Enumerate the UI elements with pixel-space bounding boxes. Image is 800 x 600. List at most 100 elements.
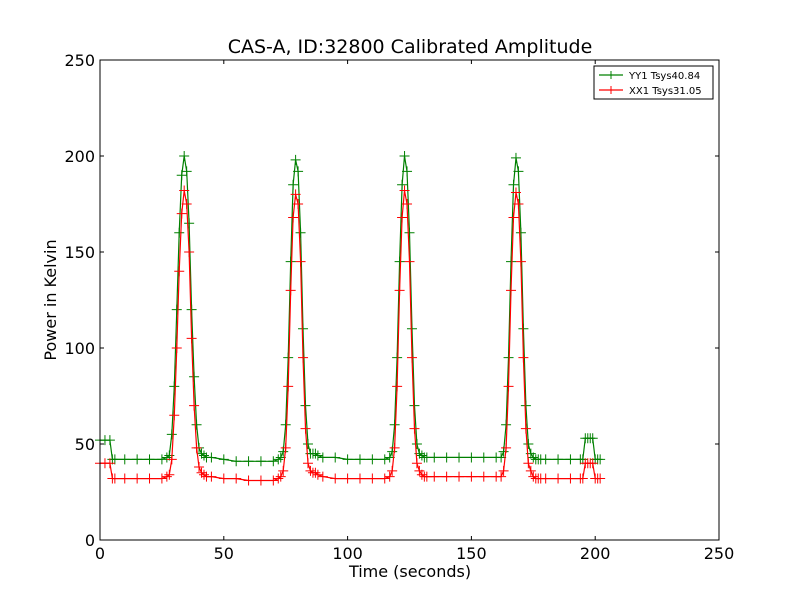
data-point [392, 352, 403, 363]
data-point [206, 452, 217, 463]
data-point [392, 381, 403, 392]
data-point [305, 465, 316, 476]
data-point [194, 462, 205, 473]
data-point [397, 179, 408, 190]
data-point [206, 471, 217, 482]
data-point [283, 352, 294, 363]
data-point [104, 435, 115, 446]
data-point [389, 419, 400, 430]
data-point [310, 448, 321, 459]
data-point [285, 285, 296, 296]
data-point [540, 454, 551, 465]
data-point [255, 475, 266, 486]
data-point [402, 166, 413, 177]
data-point [166, 429, 177, 440]
x-tick-label: 0 [95, 544, 105, 563]
y-tick-label: 0 [85, 531, 95, 550]
data-point [302, 439, 313, 449]
data-point [367, 454, 378, 465]
data-point [478, 471, 489, 482]
data-point [161, 452, 172, 463]
data-point [268, 475, 279, 486]
data-point [406, 323, 417, 334]
data-point [387, 446, 398, 457]
data-point [278, 446, 289, 457]
data-point [506, 256, 517, 267]
x-axis-label: Time (seconds) [348, 562, 471, 581]
legend-box [593, 65, 714, 100]
data-point [231, 456, 242, 467]
data-point [132, 473, 143, 484]
data-point [300, 423, 311, 434]
data-point [312, 469, 323, 480]
data-point [342, 473, 353, 484]
data-point [384, 471, 395, 482]
data-point [503, 381, 514, 392]
data-point [342, 454, 353, 465]
data-point [191, 419, 202, 430]
data-point [231, 473, 242, 484]
data-point [367, 473, 378, 484]
data-point [414, 465, 425, 476]
data-point [520, 400, 531, 411]
data-point [196, 467, 207, 478]
data-point [330, 452, 341, 463]
chart-title: CAS-A, ID:32800 Calibrated Amplitude [228, 36, 593, 58]
data-point [280, 419, 291, 430]
data-point [466, 452, 477, 463]
data-point [528, 452, 539, 463]
data-point [404, 256, 415, 267]
x-tick-label: 250 [704, 544, 735, 563]
data-point [411, 439, 422, 449]
data-point [290, 154, 301, 165]
data-point [171, 343, 182, 353]
data-point [478, 452, 489, 463]
data-point [394, 256, 405, 267]
data-point [379, 454, 390, 465]
data-point [402, 199, 413, 209]
data-point [515, 227, 526, 238]
data-point [174, 266, 185, 277]
data-point [169, 410, 180, 421]
data-point [273, 454, 284, 465]
data-point [513, 199, 524, 209]
plot-frame [99, 59, 720, 541]
series-line-0 [100, 155, 601, 462]
data-point [156, 473, 167, 484]
data-point [293, 166, 304, 177]
data-point [510, 152, 521, 163]
x-tick-label: 100 [332, 544, 363, 563]
data-point [513, 166, 524, 177]
data-point [510, 187, 521, 198]
data-point [394, 285, 405, 296]
y-axis-label: Power in Kelvin [41, 239, 60, 360]
data-point [243, 475, 254, 486]
data-point [317, 452, 328, 463]
data-point [166, 454, 177, 465]
data-point [577, 473, 588, 484]
data-point [553, 454, 564, 465]
data-point [387, 465, 398, 476]
y-tick-label: 200 [64, 147, 95, 166]
data-point [577, 454, 588, 465]
data-point [243, 456, 254, 467]
data-point [508, 212, 519, 223]
data-point [218, 473, 229, 484]
data-point [285, 256, 296, 267]
data-point [144, 454, 155, 465]
plot-area [95, 151, 606, 486]
data-point [290, 189, 301, 200]
data-point [518, 352, 529, 363]
data-point [174, 227, 185, 238]
data-point [501, 419, 512, 430]
data-point [302, 458, 313, 469]
data-point [406, 352, 417, 363]
data-point [565, 473, 576, 484]
data-point [273, 473, 284, 484]
data-point [466, 471, 477, 482]
data-point [268, 456, 279, 467]
data-point [525, 465, 536, 476]
data-point [119, 454, 130, 465]
